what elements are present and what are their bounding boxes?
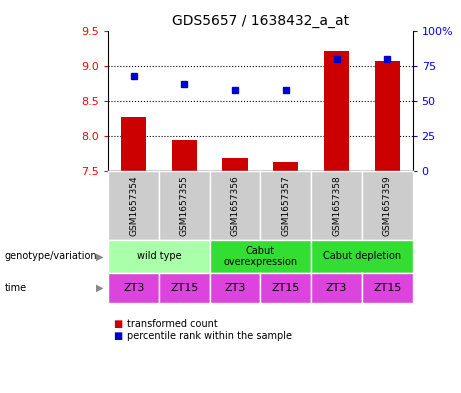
Text: ■: ■ xyxy=(113,331,122,341)
Text: transformed count: transformed count xyxy=(127,319,218,329)
Text: ZT3: ZT3 xyxy=(123,283,144,293)
Text: ■: ■ xyxy=(113,319,122,329)
Text: GSM1657358: GSM1657358 xyxy=(332,175,341,236)
Text: ZT3: ZT3 xyxy=(326,283,347,293)
Bar xyxy=(273,162,299,171)
Text: wild type: wild type xyxy=(137,252,181,261)
Bar xyxy=(375,61,400,171)
Text: ▶: ▶ xyxy=(96,283,104,293)
Text: GSM1657355: GSM1657355 xyxy=(180,175,189,236)
Bar xyxy=(171,140,197,171)
Text: ▶: ▶ xyxy=(96,252,104,261)
Bar xyxy=(121,117,147,171)
Text: ZT3: ZT3 xyxy=(225,283,246,293)
Text: GSM1657356: GSM1657356 xyxy=(230,175,240,236)
Text: Cabut
overexpression: Cabut overexpression xyxy=(224,246,297,267)
Text: ZT15: ZT15 xyxy=(170,283,199,293)
Text: GSM1657357: GSM1657357 xyxy=(281,175,290,236)
Text: ZT15: ZT15 xyxy=(272,283,300,293)
Text: ZT15: ZT15 xyxy=(373,283,402,293)
Bar xyxy=(324,51,349,171)
Text: genotype/variation: genotype/variation xyxy=(5,252,97,261)
Text: time: time xyxy=(5,283,27,293)
Text: percentile rank within the sample: percentile rank within the sample xyxy=(127,331,292,341)
Text: GSM1657354: GSM1657354 xyxy=(129,175,138,236)
Text: Cabut depletion: Cabut depletion xyxy=(323,252,401,261)
Bar xyxy=(223,158,248,171)
Title: GDS5657 / 1638432_a_at: GDS5657 / 1638432_a_at xyxy=(172,14,349,28)
Text: GSM1657359: GSM1657359 xyxy=(383,175,392,236)
